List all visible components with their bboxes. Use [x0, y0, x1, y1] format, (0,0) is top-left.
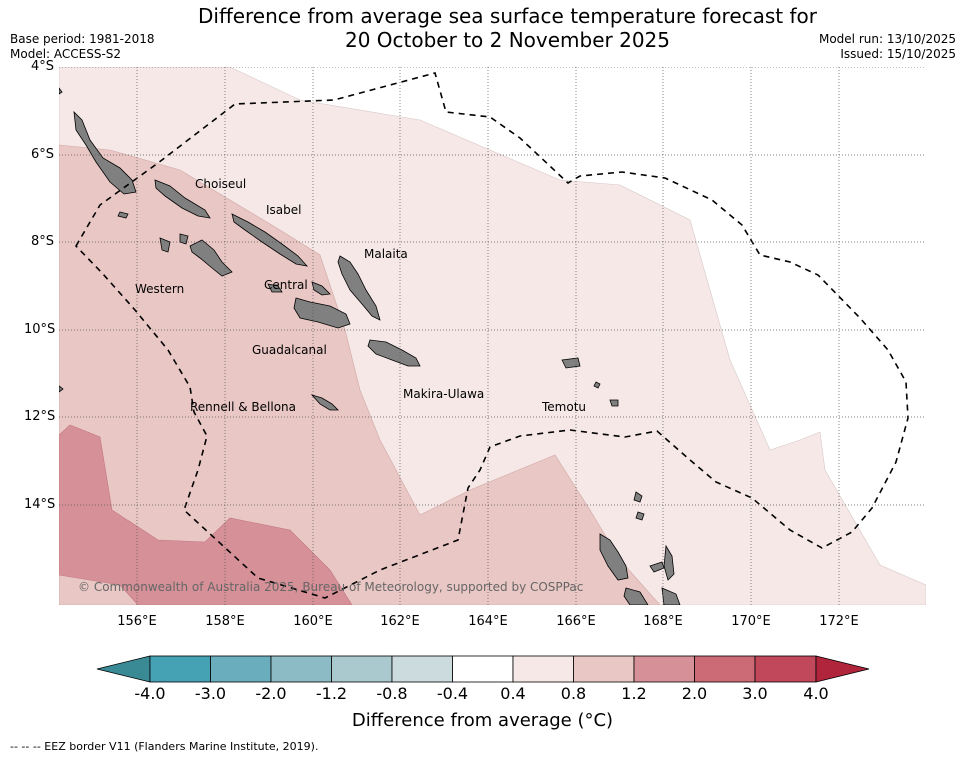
- anomaly-1.2-2.0-region: [59, 424, 353, 605]
- colorbar-bin-6: [452, 655, 514, 683]
- region-label-malaita: Malaita: [364, 247, 408, 261]
- lon-label-158E: 158°E: [205, 614, 245, 629]
- region-label-western: Western: [135, 282, 185, 296]
- colorbar-tick-9: 1.2: [621, 684, 647, 703]
- lon-label-170E: 170°E: [731, 614, 771, 629]
- colorbar-tick-4: -1.2: [315, 684, 348, 703]
- region-label-rennell-bellona: Rennell & Bellona: [190, 400, 297, 414]
- land-choiseul-bougainville: [73, 110, 137, 195]
- colorbar-bin-3: [270, 655, 332, 683]
- land-western-3: [179, 233, 189, 245]
- land-temotu-3: [609, 399, 619, 407]
- colorbar-bin-1: [149, 655, 211, 683]
- colorbar-tick-1: -4.0: [134, 684, 166, 703]
- land-vanuatu-5: [633, 491, 643, 503]
- colorbar-title: Difference from average (°C): [351, 710, 614, 731]
- land-isabel: [231, 213, 309, 267]
- colorbar-tick-5: -0.8: [376, 684, 408, 703]
- meta-left: Base period: 1981-2018 Model: ACCESS-S2: [10, 32, 155, 62]
- lat-label-10S: 10°S: [24, 322, 56, 337]
- land-rennell: [310, 394, 339, 411]
- region-label-temotu: Temotu: [542, 400, 587, 414]
- gridlines: [59, 67, 926, 605]
- eez-footnote: -- -- -- EEZ border V11 (Flanders Marine…: [10, 740, 319, 753]
- colorbar-bin-11: [754, 655, 817, 683]
- lat-label-4S: 4°S: [30, 59, 54, 74]
- region-label-isabel: Isabel: [266, 203, 302, 217]
- title-line-2: 20 October to 2 November 2025: [344, 28, 671, 52]
- colorbar-bin-5: [391, 655, 453, 683]
- colorbar-tick-6: -0.4: [436, 684, 469, 703]
- colorbar-extend-low: [96, 655, 151, 683]
- lat-label-8S: 8°S: [30, 234, 54, 249]
- land-choiseul: [154, 179, 211, 219]
- land-western-1: [159, 237, 171, 253]
- model-run: Model run: 13/10/2025: [818, 32, 956, 46]
- land-vanuatu-1: [599, 533, 629, 581]
- lat-label-12S: 12°S: [24, 409, 56, 424]
- title-line-1: Difference from average sea surface temp…: [197, 4, 817, 28]
- land-vanuatu-3: [663, 544, 675, 581]
- land-makira: [367, 339, 421, 367]
- copyright-notice: © Commonwealth of Australia 2025, Bureau…: [78, 580, 584, 594]
- lat-label-14S: 14°S: [24, 497, 56, 512]
- region-label-makira-ulawa: Makira-Ulawa: [403, 387, 485, 401]
- model-name: Model: ACCESS-S2: [10, 47, 122, 61]
- lon-label-156E: 156°E: [117, 614, 157, 629]
- lat-label-6S: 6°S: [30, 147, 54, 162]
- land-guadalcanal: [293, 297, 351, 329]
- colorbar: [96, 655, 870, 683]
- map-area: [59, 67, 926, 605]
- lon-label-166E: 166°E: [556, 614, 596, 629]
- lon-label-172E: 172°E: [819, 614, 859, 629]
- lon-label-162E: 162°E: [380, 614, 420, 629]
- lon-label-164E: 164°E: [468, 614, 508, 629]
- land-central-2: [311, 281, 331, 296]
- land-small-3: [59, 385, 64, 393]
- land-small-1: [117, 211, 129, 219]
- lon-label-168E: 168°E: [643, 614, 683, 629]
- colorbar-tick-10: 2.0: [681, 684, 708, 703]
- colorbar-bin-7: [512, 655, 574, 683]
- land-temotu-1: [561, 357, 581, 369]
- colorbar-tick-2: -3.0: [194, 684, 227, 703]
- colorbar-bin-2: [210, 655, 272, 683]
- colorbar-tick-12: 4.0: [803, 684, 829, 703]
- land-small-2: [59, 87, 63, 95]
- colorbar-bin-10: [694, 655, 756, 683]
- land-central: [267, 283, 283, 293]
- land-vanuatu-6: [635, 511, 645, 521]
- colorbar-tick-7: 0.4: [500, 684, 526, 703]
- colorbar-tick-11: 3.0: [742, 684, 768, 703]
- colorbar-extend-high: [815, 655, 870, 683]
- land-vanuatu-4: [649, 561, 665, 573]
- map-title: Difference from average sea surface temp…: [150, 4, 865, 52]
- colorbar-bin-4: [331, 655, 393, 683]
- eez-border: [75, 72, 909, 599]
- colorbar-bin-8: [573, 655, 635, 683]
- land-vanuatu-2: [623, 587, 649, 605]
- issued-date: Issued: 15/10/2025: [840, 47, 956, 61]
- colorbar-tick-8: 0.8: [560, 684, 587, 703]
- region-label-choiseul: Choiseul: [195, 177, 247, 191]
- land-malaita: [337, 255, 381, 321]
- colorbar-bin-9: [633, 655, 695, 683]
- land-temotu-2: [593, 381, 601, 389]
- meta-right: Model run: 13/10/2025 Issued: 15/10/2025: [819, 32, 956, 62]
- region-label-central: Central: [264, 278, 308, 292]
- land-masses: [59, 87, 681, 605]
- lon-label-160E: 160°E: [293, 614, 333, 629]
- land-vanuatu-7: [661, 587, 681, 605]
- base-period: Base period: 1981-2018: [10, 32, 155, 46]
- region-label-guadalcanal: Guadalcanal: [252, 343, 327, 357]
- land-western-2: [189, 239, 233, 277]
- colorbar-tick-3: -2.0: [255, 684, 287, 703]
